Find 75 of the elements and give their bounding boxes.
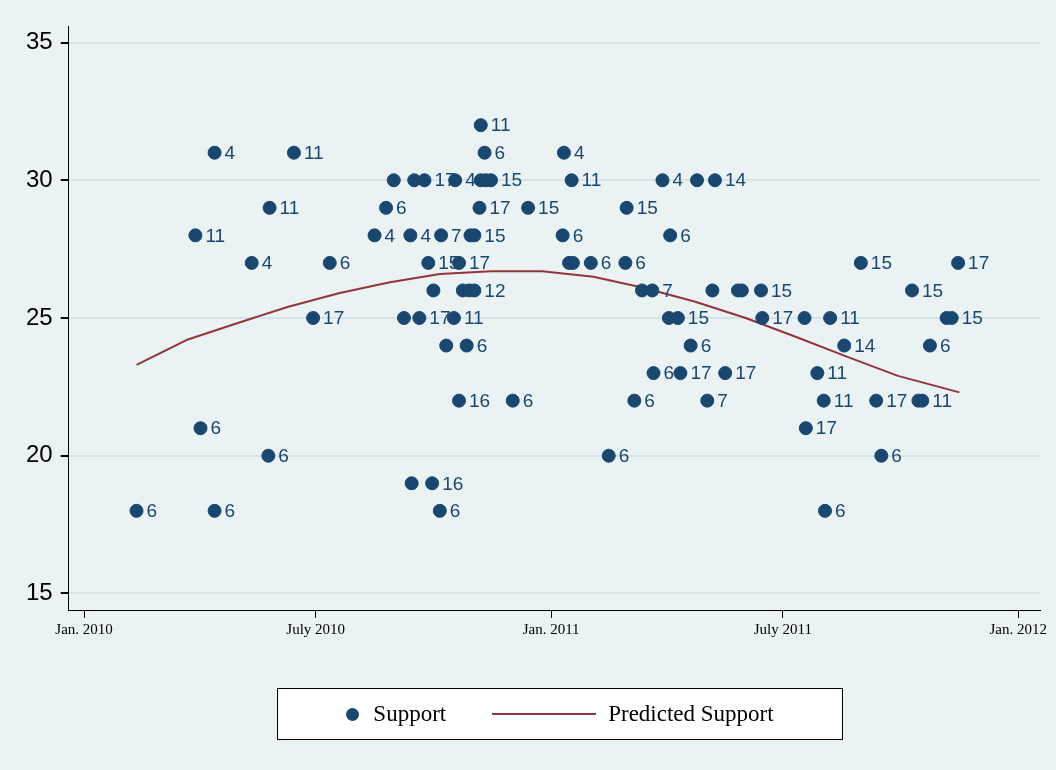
x-tick-label: July 2010 (286, 620, 346, 637)
x-tick-label: July 2011 (753, 620, 812, 637)
annotation: 17 (886, 389, 908, 411)
annotation: 15 (961, 307, 983, 329)
annotation: 6 (700, 334, 712, 356)
annotation: 4 (261, 252, 273, 274)
annotation: 6 (224, 500, 236, 522)
annotation: 17 (489, 197, 511, 219)
annotation: 11 (463, 307, 484, 329)
annotation: 6 (396, 197, 407, 219)
annotation: 6 (635, 252, 646, 274)
annotation: 6 (210, 417, 222, 439)
legend-label: Predicted Support (608, 701, 774, 727)
y-tick-label: 35 (25, 27, 53, 55)
annotation: 15 (538, 197, 560, 219)
annotation: 6 (572, 224, 584, 246)
x-tick-label: Jan. 2012 (989, 620, 1047, 637)
x-tick-label: Jan. 2011 (522, 620, 580, 637)
annotation: 4 (224, 141, 236, 163)
annotation: 17 (815, 417, 837, 439)
annotation: 6 (835, 500, 846, 522)
annotation: 4 (465, 169, 477, 191)
annotation: 11 (833, 389, 854, 411)
annotation: 16 (469, 389, 491, 411)
annotation: 17 (735, 362, 757, 384)
annotation: 11 (303, 141, 324, 163)
annotation: 15 (870, 252, 892, 274)
annotation: 6 (618, 444, 630, 466)
annotation: 11 (490, 114, 511, 136)
annotation: 17 (690, 362, 712, 384)
annotation: 6 (494, 141, 506, 163)
annotation: 11 (205, 224, 226, 246)
annotation: 14 (724, 169, 747, 191)
annotation: 17 (772, 307, 794, 329)
annotation: 16 (442, 472, 464, 494)
annotation: 11 (279, 197, 300, 219)
y-tick-label: 25 (25, 302, 53, 330)
annotation: 15 (771, 279, 793, 301)
annotation: 15 (484, 224, 506, 246)
annotation: 6 (449, 500, 461, 522)
annotation: 15 (501, 169, 523, 191)
annotation: 4 (672, 169, 684, 191)
annotation: 4 (384, 224, 396, 246)
annotation: 15 (922, 279, 944, 301)
annotation: 6 (339, 252, 351, 274)
annotation: 17 (469, 252, 491, 274)
y-tick-label: 30 (25, 164, 53, 192)
annotation: 7 (717, 389, 728, 411)
annotation: 6 (278, 444, 289, 466)
annotation: 6 (680, 224, 691, 246)
annotation: 6 (663, 362, 675, 384)
annotation: 4 (573, 141, 585, 163)
annotation: 6 (146, 500, 158, 522)
annotation: 11 (581, 169, 602, 191)
annotation: 6 (891, 444, 902, 466)
annotation: 15 (636, 197, 658, 219)
annotation: 11 (827, 362, 848, 384)
annotation: 6 (939, 334, 951, 356)
y-tick-label: 20 (25, 440, 53, 468)
annotation: 12 (484, 279, 506, 301)
annotation: 6 (644, 389, 655, 411)
annotation: 14 (854, 334, 876, 356)
legend-label: Support (373, 701, 447, 727)
annotation: 4 (420, 224, 432, 246)
annotation: 17 (968, 252, 990, 274)
y-tick-label: 15 (25, 578, 53, 606)
annotation: 6 (476, 334, 488, 356)
annotation: 6 (522, 389, 534, 411)
annotation: 7 (451, 224, 462, 246)
annotation: 11 (840, 307, 860, 329)
annotation: 17 (323, 307, 345, 329)
annotation: 15 (687, 307, 709, 329)
annotation: 6 (600, 252, 612, 274)
x-tick-label: Jan. 2010 (55, 620, 113, 637)
annotation: 11 (932, 389, 952, 411)
